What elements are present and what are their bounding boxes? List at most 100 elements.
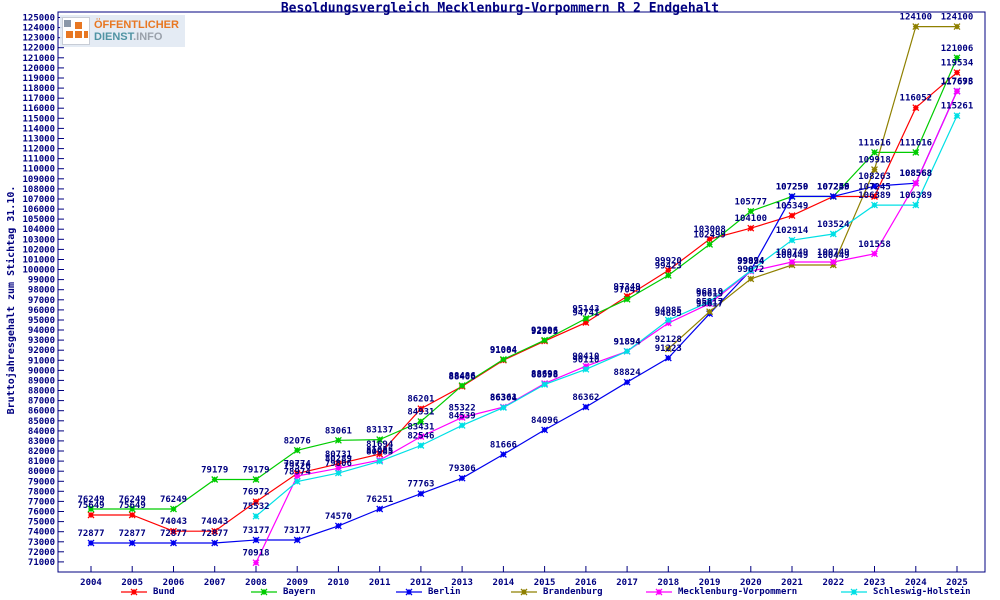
svg-text:92905: 92905 <box>531 327 558 337</box>
svg-text:98000: 98000 <box>28 286 55 296</box>
svg-text:88698: 88698 <box>531 370 558 380</box>
svg-text:80985: 80985 <box>366 447 393 457</box>
svg-text:99000: 99000 <box>28 276 55 286</box>
svg-text:91894: 91894 <box>614 337 642 347</box>
svg-text:83061: 83061 <box>325 426 352 436</box>
svg-text:99423: 99423 <box>655 261 682 271</box>
series-schleswig-holstein <box>252 112 961 520</box>
svg-text:115261: 115261 <box>941 102 974 112</box>
svg-text:76000: 76000 <box>28 508 55 518</box>
svg-text:103000: 103000 <box>22 235 55 245</box>
logo-dienst: DIENST <box>94 31 134 43</box>
svg-text:72000: 72000 <box>28 548 55 558</box>
svg-text:2017: 2017 <box>616 578 638 588</box>
svg-text:109918: 109918 <box>858 156 891 166</box>
svg-text:77763: 77763 <box>407 480 434 490</box>
svg-text:108568: 108568 <box>900 169 933 179</box>
svg-text:2025: 2025 <box>946 578 968 588</box>
chart-legend: Bund Bayern Berlin Brandenburg Mecklenbu… <box>0 586 1000 600</box>
oeffentlicher-dienst-logo: ÖFFENTLICHER DIENST.INFO <box>60 15 185 47</box>
svg-text:2020: 2020 <box>740 578 762 588</box>
svg-text:85000: 85000 <box>28 417 55 427</box>
svg-text:2012: 2012 <box>410 578 432 588</box>
svg-text:90110: 90110 <box>572 355 599 365</box>
svg-text:2006: 2006 <box>163 578 185 588</box>
svg-text:104000: 104000 <box>22 225 55 235</box>
svg-text:2007: 2007 <box>204 578 226 588</box>
svg-text:111616: 111616 <box>858 138 891 148</box>
svg-text:74043: 74043 <box>160 517 187 527</box>
svg-text:2015: 2015 <box>534 578 556 588</box>
svg-text:100449: 100449 <box>776 251 809 261</box>
svg-text:82546: 82546 <box>407 432 434 442</box>
legend-item-berlin: Berlin <box>395 586 461 598</box>
svg-text:91004: 91004 <box>490 346 518 356</box>
svg-text:101558: 101558 <box>858 240 891 250</box>
svg-text:75649: 75649 <box>119 501 146 511</box>
svg-text:76249: 76249 <box>119 495 146 505</box>
svg-text:79179: 79179 <box>201 466 228 476</box>
svg-text:88824: 88824 <box>614 368 642 378</box>
svg-text:90000: 90000 <box>28 366 55 376</box>
x-axis-ticks: 2004 2005 2006 2007 2008 2009 2010 2011 2012 2013… <box>80 566 968 588</box>
svg-text:77000: 77000 <box>28 497 55 507</box>
svg-text:96000: 96000 <box>28 306 55 316</box>
svg-text:92996: 92996 <box>531 326 558 336</box>
svg-text:99920: 99920 <box>655 256 682 266</box>
legend-label: Mecklenburg-Vorpommern <box>678 587 798 597</box>
svg-text:75649: 75649 <box>77 501 104 511</box>
svg-text:78000: 78000 <box>28 487 55 497</box>
svg-text:91084: 91084 <box>490 345 518 355</box>
svg-text:99834: 99834 <box>737 257 765 267</box>
svg-text:79179: 79179 <box>242 466 269 476</box>
svg-text:79806: 79806 <box>325 459 352 469</box>
svg-text:100749: 100749 <box>817 248 850 258</box>
svg-text:74570: 74570 <box>325 512 352 522</box>
svg-text:105349: 105349 <box>776 202 809 212</box>
svg-text:92128: 92128 <box>655 335 682 345</box>
svg-text:107250: 107250 <box>776 183 809 193</box>
svg-text:103008: 103008 <box>693 225 726 235</box>
svg-text:122000: 122000 <box>22 44 55 54</box>
svg-text:84539: 84539 <box>449 411 476 421</box>
svg-text:110000: 110000 <box>22 165 55 175</box>
svg-text:89000: 89000 <box>28 376 55 386</box>
svg-text:107259: 107259 <box>776 182 809 192</box>
svg-text:93000: 93000 <box>28 336 55 346</box>
legend-marker-bund <box>121 588 147 596</box>
svg-text:2005: 2005 <box>121 578 143 588</box>
series-bayern <box>87 54 961 513</box>
svg-text:121000: 121000 <box>22 54 55 64</box>
svg-text:80731: 80731 <box>325 450 352 460</box>
svg-text:81000: 81000 <box>28 457 55 467</box>
svg-text:107245: 107245 <box>858 183 891 193</box>
svg-text:107245: 107245 <box>817 183 850 193</box>
svg-text:91000: 91000 <box>28 356 55 366</box>
svg-text:2019: 2019 <box>699 578 721 588</box>
svg-text:73177: 73177 <box>242 526 269 536</box>
svg-text:108000: 108000 <box>22 185 55 195</box>
svg-text:82076: 82076 <box>284 436 311 446</box>
svg-text:72877: 72877 <box>119 529 146 539</box>
svg-text:125000: 125000 <box>22 14 55 24</box>
svg-text:88486: 88486 <box>449 372 476 382</box>
svg-text:117698: 117698 <box>941 77 974 87</box>
svg-text:73000: 73000 <box>28 538 55 548</box>
svg-text:105000: 105000 <box>22 215 55 225</box>
legend-marker-brandenburg <box>511 588 537 596</box>
svg-text:71000: 71000 <box>28 558 55 568</box>
svg-text:76972: 76972 <box>242 488 269 498</box>
svg-text:81694: 81694 <box>366 440 394 450</box>
svg-text:74000: 74000 <box>28 528 55 538</box>
svg-text:83000: 83000 <box>28 437 55 447</box>
svg-text:95817: 95817 <box>696 298 723 308</box>
svg-text:124100: 124100 <box>941 13 974 23</box>
svg-text:95617: 95617 <box>696 300 723 310</box>
svg-text:102499: 102499 <box>693 230 726 240</box>
svg-text:106389: 106389 <box>858 191 891 201</box>
svg-text:116052: 116052 <box>900 94 933 104</box>
svg-text:84931: 84931 <box>407 408 434 418</box>
svg-text:99924: 99924 <box>737 256 765 266</box>
svg-text:121006: 121006 <box>941 44 974 54</box>
